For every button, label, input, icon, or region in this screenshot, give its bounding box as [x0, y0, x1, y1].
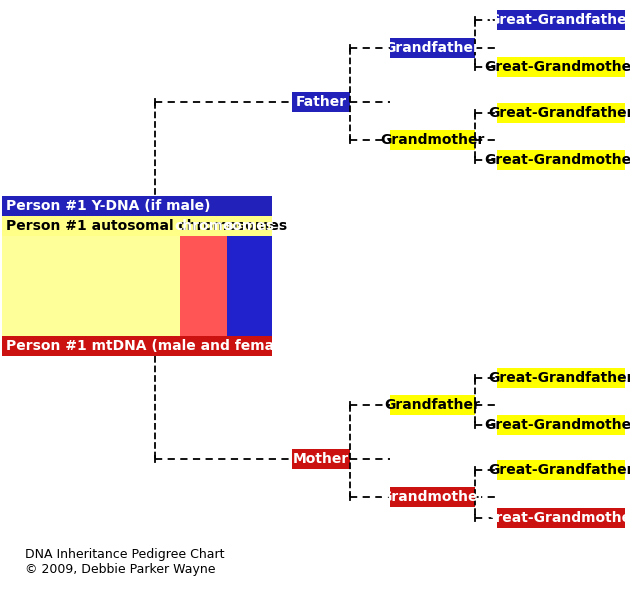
Bar — [227, 236, 272, 336]
Bar — [292, 92, 350, 112]
Text: Great-Grandfather: Great-Grandfather — [488, 106, 630, 120]
Text: Great-Grandfather: Great-Grandfather — [488, 371, 630, 385]
Bar — [497, 508, 625, 528]
Text: Great-Grandfather: Great-Grandfather — [488, 13, 630, 27]
Bar — [390, 130, 475, 150]
Bar — [497, 460, 625, 480]
Text: DNA Inheritance Pedigree Chart
© 2009, Debbie Parker Wayne: DNA Inheritance Pedigree Chart © 2009, D… — [25, 548, 224, 576]
Text: Great-Grandfather: Great-Grandfather — [488, 463, 630, 477]
Bar — [390, 38, 475, 58]
Bar — [180, 236, 227, 336]
Bar — [292, 449, 350, 469]
Text: Grandfather: Grandfather — [384, 41, 481, 55]
Bar — [497, 57, 625, 77]
Text: Person #1 mtDNA (male and female): Person #1 mtDNA (male and female) — [6, 339, 295, 353]
Text: Person #1 autosomal chromosomes: Person #1 autosomal chromosomes — [6, 219, 287, 233]
Text: Grandmother: Grandmother — [381, 490, 484, 504]
Bar — [497, 150, 625, 170]
Text: Great-Grandmother: Great-Grandmother — [484, 511, 630, 525]
Bar — [2, 236, 180, 336]
Bar — [497, 415, 625, 435]
Bar — [2, 216, 272, 236]
Text: Grandfather: Grandfather — [384, 398, 481, 412]
Bar — [2, 336, 272, 356]
Text: Person #1 Y-DNA (if male): Person #1 Y-DNA (if male) — [6, 199, 210, 213]
Bar — [497, 10, 625, 30]
Text: Great-Grandmother: Great-Grandmother — [484, 153, 630, 167]
Text: Mother: Mother — [293, 452, 349, 466]
Text: Father: Father — [295, 95, 346, 109]
Text: Great-Grandmother: Great-Grandmother — [484, 418, 630, 432]
Bar — [497, 368, 625, 388]
Text: Great-Grandmother: Great-Grandmother — [484, 60, 630, 74]
Bar — [390, 395, 475, 415]
Text: somes: somes — [224, 219, 275, 233]
Bar — [390, 487, 475, 507]
Bar — [2, 196, 272, 216]
Text: Grandmother: Grandmother — [381, 133, 484, 147]
Text: chromo: chromo — [174, 219, 233, 233]
Bar — [497, 103, 625, 123]
